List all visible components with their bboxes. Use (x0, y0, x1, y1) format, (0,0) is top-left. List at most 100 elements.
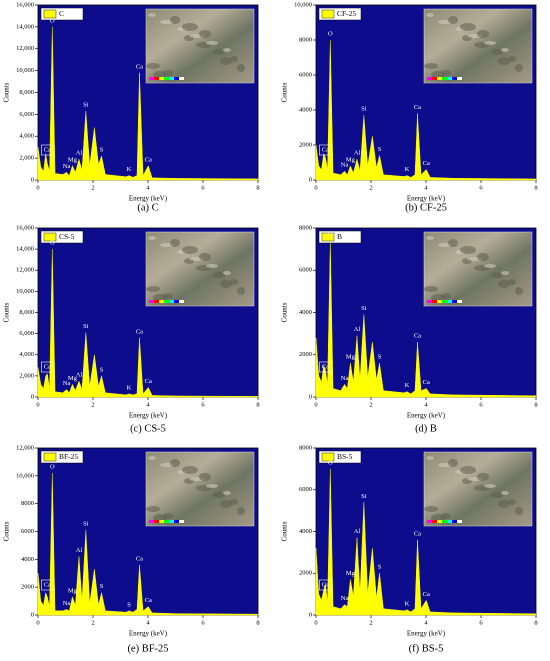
y-axis-label: Counts (281, 521, 289, 541)
sem-scale (154, 520, 159, 523)
sem-texture (213, 492, 225, 498)
peak-label: S (127, 601, 131, 608)
sem-texture (182, 23, 198, 31)
sem-texture (498, 57, 510, 65)
sem-texture (498, 500, 510, 508)
sem-texture (460, 23, 476, 31)
x-tick-label: 0 (314, 619, 317, 626)
peak-label: Ca (322, 363, 329, 370)
sem-scale (159, 520, 164, 523)
y-tick-label: 2000 (299, 570, 312, 577)
sem-texture (441, 513, 451, 519)
sem-scale (442, 300, 447, 303)
spectrum-area (315, 39, 537, 181)
peak-label-box (319, 144, 332, 156)
sem-texture (484, 264, 496, 268)
y-tick-label: 12,000 (16, 267, 34, 274)
legend-label: CS-5 (59, 232, 75, 241)
legend-swatch (321, 452, 335, 462)
peak-label: Al (354, 528, 361, 535)
peak-label: Mg (68, 156, 78, 163)
sem-scale (154, 300, 159, 303)
y-tick-label: 8000 (21, 500, 34, 507)
peak-label-box (41, 579, 54, 591)
sem-scale (427, 300, 432, 303)
y-tick-label: 4000 (21, 556, 34, 563)
y-tick-label: 0 (309, 393, 312, 400)
sem-texture (220, 280, 232, 288)
sem-texture (424, 506, 438, 512)
sem-texture (491, 49, 503, 55)
sem-scale (169, 520, 174, 523)
x-axis-label: Energy (keV) (407, 195, 446, 203)
caption: (d) B (415, 423, 437, 434)
sem-texture (206, 264, 218, 268)
y-tick-label: 0 (309, 176, 312, 183)
y-axis-label: Counts (281, 302, 289, 322)
sem-scale (457, 300, 462, 303)
sem-texture (220, 500, 232, 508)
x-tick-label: 0 (36, 401, 39, 408)
x-tick-label: 6 (479, 184, 483, 191)
x-tick-label: 6 (201, 184, 205, 191)
sem-texture (170, 16, 180, 24)
sem-texture (448, 459, 458, 467)
x-tick-label: 0 (314, 184, 317, 191)
peak-label: Ca (423, 160, 430, 167)
sem-texture (498, 280, 510, 288)
y-tick-label: 6,000 (19, 111, 34, 118)
y-tick-label: 8000 (299, 36, 312, 43)
y-tick-label: 2,000 (19, 372, 34, 379)
sem-texture (484, 41, 496, 45)
peak-label: Na (341, 375, 349, 382)
sem-scale (169, 77, 174, 80)
sem-texture (477, 253, 489, 261)
y-tick-label: 4000 (299, 309, 312, 316)
sem-texture (163, 70, 173, 76)
sem-scale (452, 77, 457, 80)
sem-scale (427, 77, 432, 80)
peak-label: Ca (145, 597, 152, 604)
x-axis-label: Energy (keV) (129, 412, 168, 420)
sem-texture (182, 246, 198, 254)
caption: (c) CS-5 (130, 423, 166, 434)
sem-scale (179, 300, 184, 303)
spectrum-area (315, 468, 537, 616)
y-tick-label: 14,000 (16, 246, 34, 253)
sem-texture (441, 293, 451, 299)
y-tick-label: 0 (31, 393, 34, 400)
x-tick-label: 0 (314, 401, 317, 408)
x-tick-label: 4 (146, 184, 150, 191)
sem-scale (447, 300, 452, 303)
sem-scale (427, 520, 432, 523)
x-tick-label: 2 (91, 619, 94, 626)
x-axis-label: Energy (keV) (407, 630, 446, 638)
sem-texture (501, 491, 509, 495)
peak-label: Ca (145, 378, 152, 385)
peak-label: S (100, 583, 104, 590)
sem-texture (223, 48, 231, 52)
peak-label: S (378, 146, 382, 153)
y-tick-label: 8,000 (19, 309, 34, 316)
y-tick-label: 4000 (299, 106, 312, 113)
x-tick-label: 6 (479, 619, 483, 626)
sem-texture (206, 484, 218, 488)
sem-scale (159, 77, 164, 80)
y-tick-label: 4,000 (19, 351, 34, 358)
sem-texture (426, 456, 434, 460)
spectrum-area (37, 26, 259, 181)
peak-label: O (50, 464, 55, 471)
x-tick-label: 6 (201, 619, 205, 626)
peak-label: Mg (68, 375, 78, 382)
sem-scale (179, 520, 184, 523)
legend-label: BS-5 (337, 452, 353, 461)
peak-label: S (100, 366, 104, 373)
x-tick-label: 8 (256, 401, 259, 408)
sem-texture (426, 13, 434, 17)
x-tick-label: 8 (256, 184, 259, 191)
peak-label: Al (76, 372, 83, 379)
sem-scale (154, 77, 159, 80)
y-tick-label: 10,000 (294, 1, 312, 8)
sem-texture (501, 271, 509, 275)
sem-texture (508, 56, 516, 62)
